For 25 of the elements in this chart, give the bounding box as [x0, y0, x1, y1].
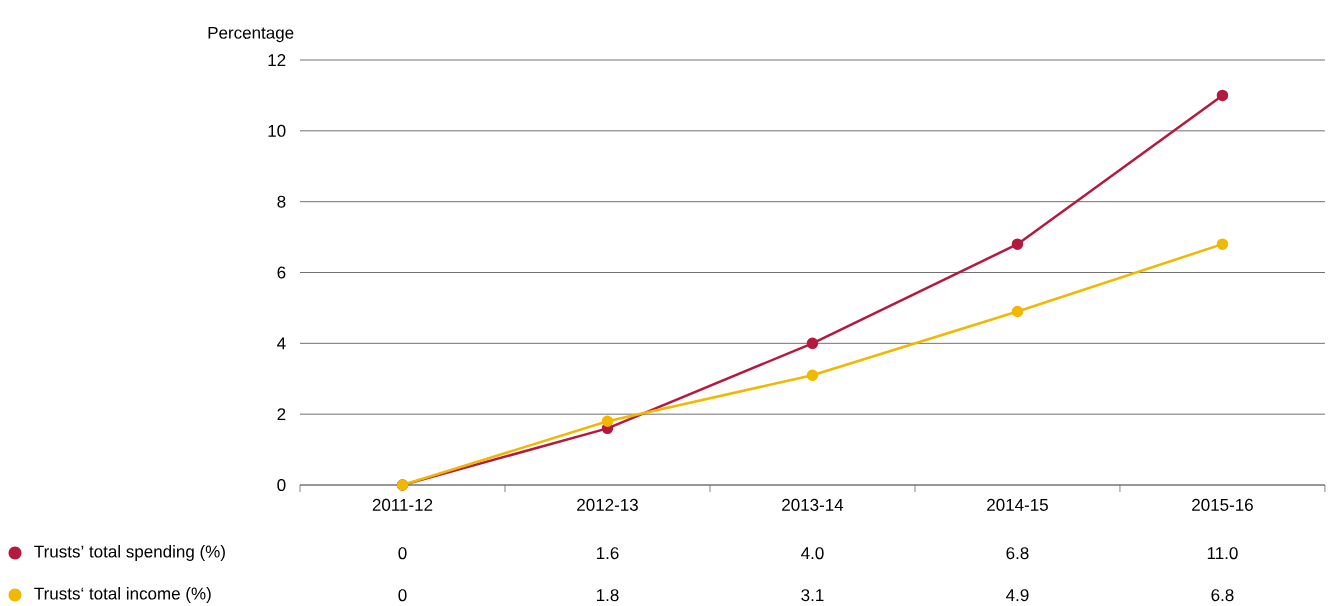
data-label: 6.8 — [1006, 547, 1029, 560]
data-label: 11.0 — [1207, 547, 1238, 560]
data-label: 4.0 — [801, 547, 824, 560]
legend-label: Trusts’ total spending (%) — [34, 545, 225, 561]
data-label: 0 — [398, 547, 407, 560]
y-tick-label: 10 — [268, 124, 286, 137]
y-tick-label: 6 — [277, 266, 286, 279]
data-label: 6.8 — [1211, 589, 1234, 602]
data-label: 3.1 — [801, 589, 824, 602]
y-tick-label: 8 — [277, 195, 286, 208]
y-tick-label: 0 — [277, 478, 286, 492]
y-tick-label: 2 — [277, 408, 286, 421]
data-label: 1.8 — [596, 589, 619, 602]
data-label: 4.9 — [1006, 589, 1029, 602]
x-tick-label: 2012-13 — [577, 498, 638, 511]
x-tick-label: 2013-14 — [782, 498, 844, 511]
x-tick-label: 2015-16 — [1192, 498, 1253, 511]
x-tick-label: 2014-15 — [987, 498, 1048, 511]
data-label: 0 — [398, 589, 407, 602]
legend-label: Trusts‘ total income (%) — [34, 587, 211, 603]
y-axis-title: Percentage — [208, 26, 294, 43]
data-label: 1.6 — [596, 547, 619, 560]
x-tick-label: 2011-12 — [372, 498, 433, 511]
y-tick-label: 12 — [268, 54, 286, 66]
y-tick-label: 4 — [277, 337, 286, 350]
